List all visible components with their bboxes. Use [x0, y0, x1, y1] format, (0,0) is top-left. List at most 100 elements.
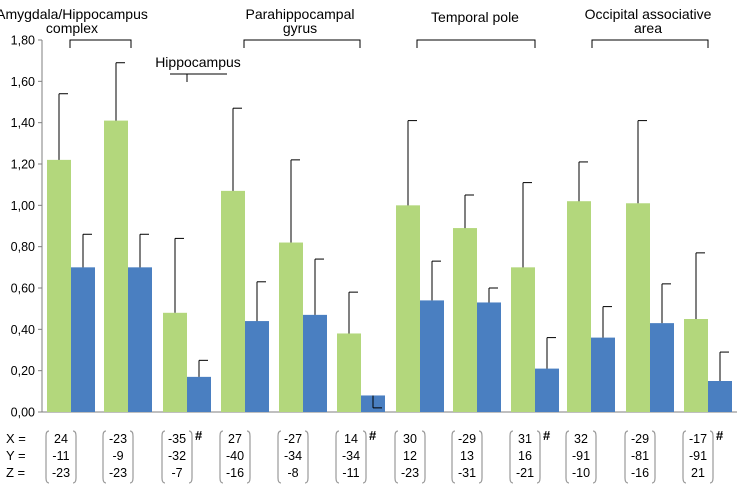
bar-green	[626, 203, 650, 412]
coordinate-value: 14	[344, 432, 358, 446]
bar-green	[396, 205, 420, 412]
bar-blue	[303, 314, 327, 412]
bar-green	[684, 319, 708, 412]
coordinate-bracket-left	[451, 430, 456, 484]
coordinate-bracket-right	[536, 430, 541, 484]
coordinate-value: -34	[284, 449, 302, 463]
coordinate-value: -29	[458, 432, 476, 446]
y-tick-label: 0,20	[11, 364, 35, 378]
bar-green	[453, 228, 477, 412]
bar-green	[511, 267, 535, 412]
bar-blue	[708, 381, 732, 412]
coordinate-bracket-right	[304, 430, 309, 484]
coordinate-value: 30	[403, 432, 417, 446]
y-tick-label: 1,20	[11, 158, 35, 172]
coordinate-value: -32	[168, 449, 186, 463]
coordinate-bracket-left	[45, 430, 50, 484]
coordinate-bracket-right	[246, 430, 251, 484]
bar-blue	[477, 302, 501, 412]
coordinate-bracket-left	[565, 430, 570, 484]
region-bracket	[69, 39, 132, 48]
bar-green	[47, 159, 71, 412]
coordinate-value: 32	[574, 432, 588, 446]
coordinate-value: 31	[518, 432, 532, 446]
bar-blue	[245, 321, 269, 412]
coordinate-bracket-left	[277, 430, 282, 484]
bar-blue	[420, 300, 444, 412]
coordinate-value: -11	[52, 449, 69, 463]
region-label: complex	[46, 20, 98, 36]
bar-green	[279, 242, 303, 412]
coordinate-value: -91	[572, 449, 590, 463]
bar-blue	[591, 337, 615, 412]
coordinate-value: -9	[112, 449, 123, 463]
region-label: Parahippocampal	[246, 6, 355, 22]
bars	[47, 120, 732, 412]
coordinate-bracket-left	[335, 430, 340, 484]
bar-blue	[128, 267, 152, 412]
region-label: Temporal pole	[431, 9, 519, 25]
coordinate-value: -21	[516, 466, 534, 480]
y-tick-label: 0,00	[11, 406, 35, 420]
significance-mark: #	[369, 428, 377, 443]
coordinate-bracket-right	[129, 430, 134, 484]
bar-blue	[650, 323, 674, 412]
coordinate-value: -91	[689, 449, 707, 463]
region-bracket	[243, 39, 361, 48]
coordinate-value: 24	[54, 432, 68, 446]
region-label: Occipital associative	[585, 6, 712, 22]
coordinate-bracket-left	[624, 430, 629, 484]
coordinate-value: -7	[171, 466, 182, 480]
coordinate-value: 12	[403, 449, 417, 463]
coordinate-bracket-left	[161, 430, 166, 484]
region-label: Amygdala/Hippocampus	[0, 6, 148, 22]
coordinate-bracket-left	[682, 430, 687, 484]
coordinate-bracket-left	[102, 430, 107, 484]
region-label: area	[634, 20, 662, 36]
coordinate-bracket-right	[421, 430, 426, 484]
coordinate-bracket-right	[592, 430, 597, 484]
coordinate-bracket-right	[478, 430, 483, 484]
y-tick-label: 1,00	[11, 199, 35, 213]
coordinate-bracket-left	[509, 430, 514, 484]
coordinate-value: -29	[631, 432, 649, 446]
coordinate-bracket-left	[219, 430, 224, 484]
significance-mark: #	[716, 428, 724, 443]
y-tick-label: 0,60	[11, 282, 35, 296]
bar-green	[567, 201, 591, 412]
coordinate-row-label: Y =	[6, 448, 26, 463]
coordinate-bracket-left	[394, 430, 399, 484]
coordinate-bracket-right	[72, 430, 77, 484]
coordinate-value: -8	[287, 466, 298, 480]
coordinate-value: -31	[458, 466, 476, 480]
region-label: gyrus	[283, 20, 317, 36]
coordinate-value: 16	[518, 449, 532, 463]
coordinate-value: -11	[342, 466, 359, 480]
region-bracket	[416, 39, 536, 48]
y-tick-label: 1,80	[11, 34, 35, 48]
bar-blue	[187, 376, 211, 412]
bar-green	[221, 190, 245, 412]
bar-green	[163, 312, 187, 412]
significance-mark: #	[543, 428, 551, 443]
coordinate-bracket-right	[188, 430, 193, 484]
coordinate-value: 27	[228, 432, 242, 446]
y-tick-label: 1,60	[11, 75, 35, 89]
coordinate-value: -40	[226, 449, 244, 463]
y-axis: 0,00 0,20 0,40 0,60 0,80 1,00 1,20 1,40 1,60 1,80	[11, 34, 737, 420]
coordinate-value: -17	[689, 432, 707, 446]
coordinate-value: -23	[109, 432, 127, 446]
coordinate-bracket-right	[362, 430, 367, 484]
coordinate-value: -10	[572, 466, 590, 480]
coordinate-row-label: X =	[6, 431, 26, 446]
coordinate-value: 21	[691, 466, 705, 480]
coordinate-value: -35	[168, 432, 186, 446]
significance-mark: #	[195, 428, 203, 443]
region-label: Hippocampus	[155, 54, 241, 70]
region-bracket	[591, 39, 709, 48]
y-tick-label: 0,80	[11, 240, 35, 254]
coordinate-table: X = Y = Z = 24 -11 -23 -23 -9 -23 -35 -32 -7 27 -40 -1…	[6, 428, 724, 484]
coordinate-value: 13	[460, 449, 474, 463]
